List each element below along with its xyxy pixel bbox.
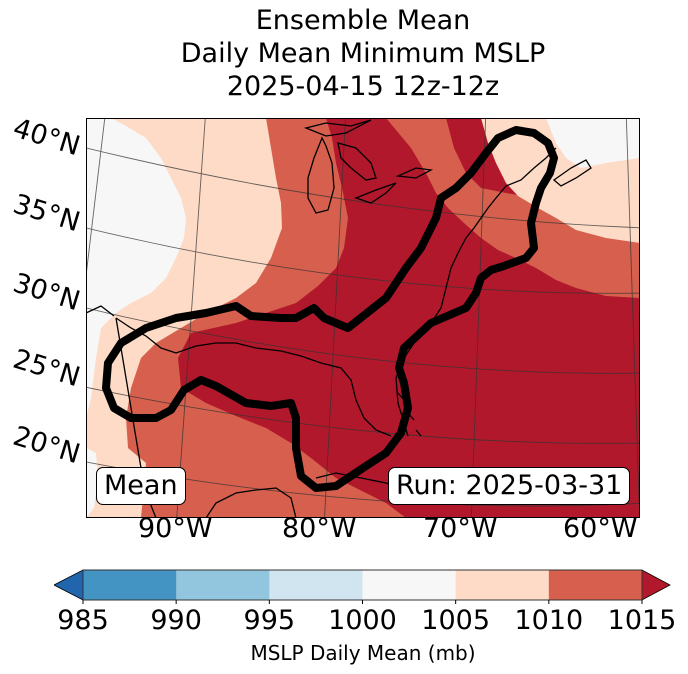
shade-1000-1005-west [86,118,186,418]
lon-label-60w: 60°W [563,513,638,544]
yucatan [205,487,297,518]
lake-erie [354,182,397,204]
colorbar-tick-label-995: 995 [243,605,296,636]
lat-label-20n: 20°N [9,420,84,471]
lat-label-30n: 30°N [9,267,84,318]
shade-1010-1015-north [386,118,640,298]
mean-label-box: Mean [96,467,186,505]
lon-label-80w: 80°W [282,513,357,544]
mslp-map [86,118,640,518]
map-frame [86,118,640,518]
colorbar-segment-1000-1005 [362,570,457,600]
colorbar-tick-label-1015: 1015 [607,605,677,636]
title-line-3: 2025-04-15 12z-12z [226,71,500,102]
colorbar-label: MSLP Daily Mean (mb) [250,641,476,665]
colorbar-segment-995-1000 [269,570,363,600]
colorbar [54,569,671,604]
colorbar-tick-label-1005: 1005 [421,605,491,636]
lake-huron [337,142,377,181]
lake-ontario [395,167,434,179]
title-line-1: Ensemble Mean [255,5,471,36]
shade-1000-1005-northeast [546,118,640,168]
colorbar-over-extension [641,569,671,601]
title-line-2: Daily Mean Minimum MSLP [180,38,546,69]
colorbar-tick-label-1010: 1010 [514,605,584,636]
border-line [86,305,115,317]
nova-scotia [552,159,592,187]
colorbar-under-extension [54,569,84,601]
colorbar-segment-990-995 [176,570,270,600]
lat-label-35n: 35°N [9,188,84,239]
run-date-box: Run: 2025-03-31 [388,467,631,505]
lat-label-40n: 40°N [9,112,84,163]
lat-label-25n: 25°N [9,343,84,394]
colorbar-segment-985-990 [83,570,177,600]
lake-michigan [307,136,335,214]
lon-label-90w: 90°W [138,513,213,544]
gulf-coast [115,317,392,437]
colorbar-segment-1005-1010 [455,570,550,600]
threshold-contour [102,126,558,492]
colorbar-segment-1010-1015 [548,570,643,600]
lake-superior [303,119,372,137]
colorbar-tick-label-990: 990 [150,605,202,636]
shade-1000-1005-west-lower [86,448,98,518]
lon-label-70w: 70°W [423,513,498,544]
colorbar-tick-label-985: 985 [57,605,109,636]
colorbar-tick-label-1000: 1000 [328,605,397,636]
